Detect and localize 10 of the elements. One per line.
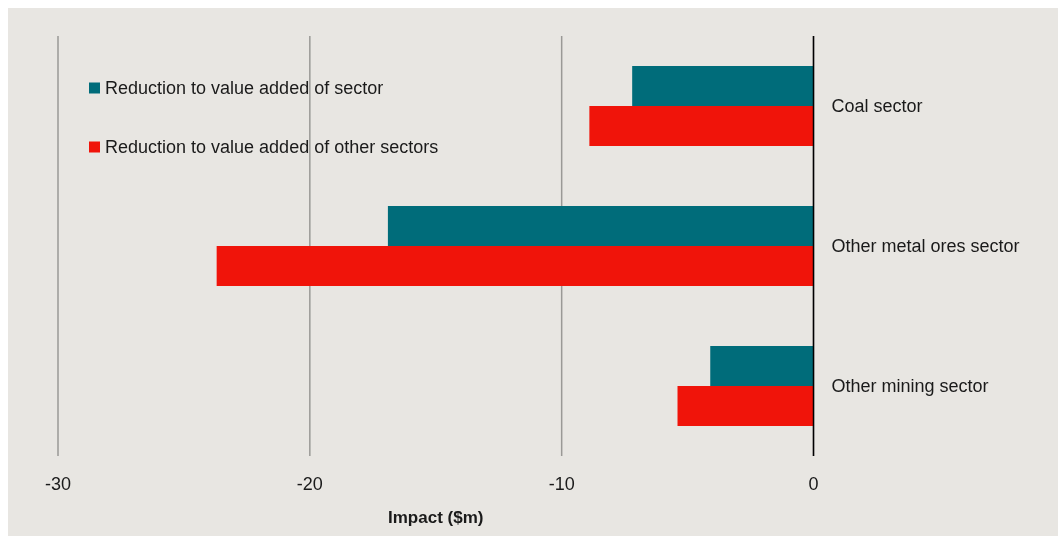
y-tick-label: Coal sector xyxy=(831,96,923,117)
y-tick-label: Other metal ores sector xyxy=(831,236,1020,257)
x-tick-label: -30 xyxy=(44,474,72,494)
y-tick-label: Other mining sector xyxy=(831,376,989,397)
x-tick-label: -20 xyxy=(296,474,323,494)
legend-label: Reduction to value added of other sectors xyxy=(105,137,439,158)
legend-label: Reduction to value added of sector xyxy=(105,78,384,99)
x-tick-label: 0 xyxy=(808,474,819,494)
x-axis-title: Impact ($m) xyxy=(388,508,484,527)
x-tick-label: -10 xyxy=(548,474,575,494)
